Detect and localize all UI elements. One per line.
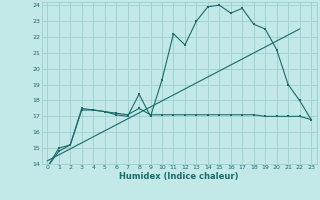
X-axis label: Humidex (Indice chaleur): Humidex (Indice chaleur) bbox=[119, 172, 239, 181]
